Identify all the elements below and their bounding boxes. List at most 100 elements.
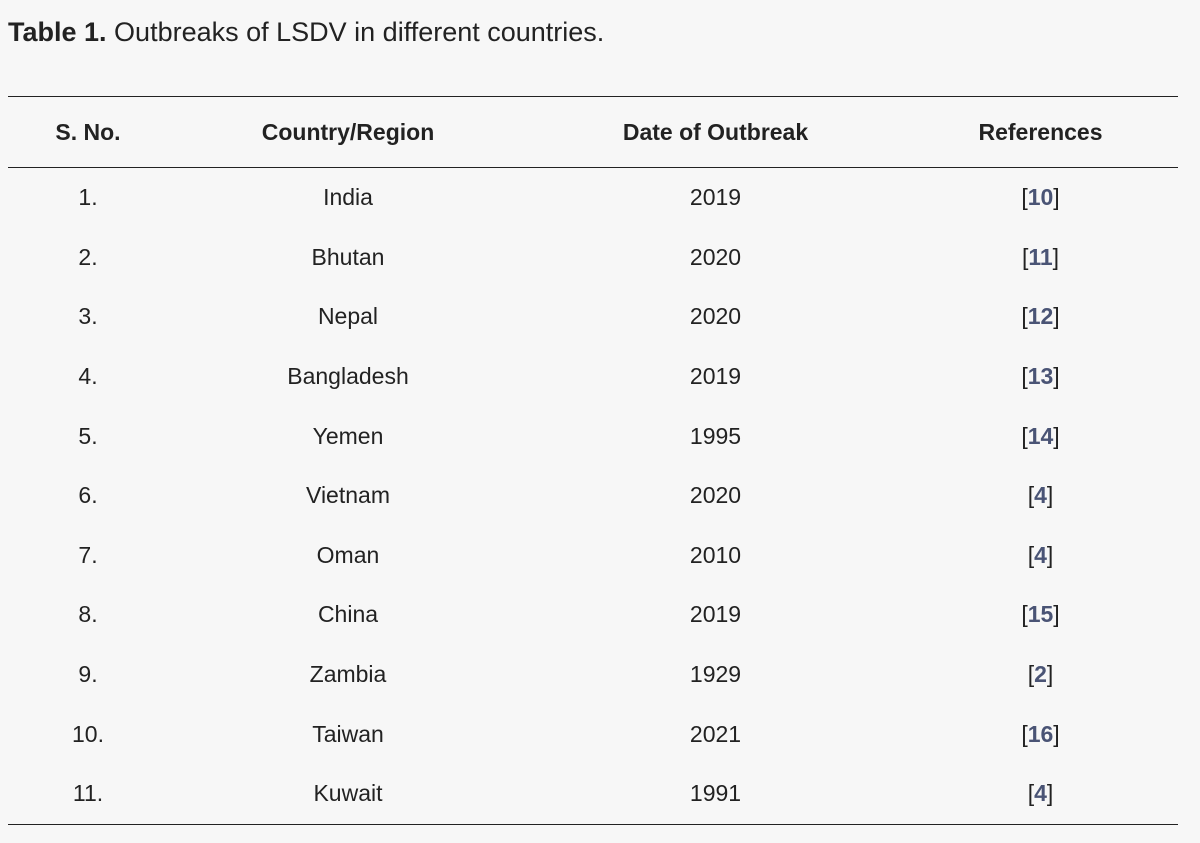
reference-close-bracket: ] bbox=[1052, 243, 1060, 270]
header-row: S. No. Country/Region Date of Outbreak R… bbox=[8, 96, 1178, 168]
reference-close-bracket: ] bbox=[1053, 363, 1060, 390]
table-caption: Table 1. Outbreaks of LSDV in different … bbox=[8, 14, 604, 50]
cell-date-of-outbreak: 1995 bbox=[689, 422, 742, 449]
table-caption-label: Table 1. bbox=[8, 17, 107, 47]
cell-date-of-outbreak: 1929 bbox=[689, 661, 742, 688]
table-row: 8. China 2019 [15] bbox=[8, 585, 1178, 645]
header-country-region: Country/Region bbox=[261, 118, 435, 145]
reference-link[interactable]: 13 bbox=[1027, 363, 1054, 390]
table-caption-text: Outbreaks of LSDV in different countries… bbox=[106, 17, 605, 47]
reference-close-bracket: ] bbox=[1053, 422, 1060, 449]
table-row: 1. India 2019 [10] bbox=[8, 168, 1178, 228]
cell-country-region: Kuwait bbox=[313, 780, 383, 807]
reference-open-bracket: [ bbox=[1021, 720, 1028, 747]
cell-serial-number: 1. bbox=[78, 184, 98, 211]
cell-references: [10] bbox=[903, 168, 1178, 228]
cell-serial-number: 10. bbox=[72, 720, 104, 747]
cell-date-of-outbreak: 2020 bbox=[689, 482, 742, 509]
cell-date-of-outbreak: 2020 bbox=[689, 243, 742, 270]
reference-close-bracket: ] bbox=[1053, 720, 1060, 747]
reference-link[interactable]: 10 bbox=[1027, 184, 1054, 211]
table-row: 10. Taiwan 2021 [16] bbox=[8, 704, 1178, 764]
cell-date-of-outbreak: 2019 bbox=[689, 363, 742, 390]
reference-close-bracket: ] bbox=[1046, 482, 1054, 509]
table-row: 9. Zambia 1929 [2] bbox=[8, 645, 1178, 705]
cell-serial-number: 11. bbox=[72, 780, 104, 807]
reference-link[interactable]: 4 bbox=[1034, 541, 1047, 568]
reference-open-bracket: [ bbox=[1021, 243, 1029, 270]
cell-references: [16] bbox=[903, 704, 1178, 764]
header-references: References bbox=[978, 118, 1103, 145]
cell-date-of-outbreak: 2020 bbox=[689, 303, 742, 330]
cell-serial-number: 9. bbox=[78, 661, 98, 688]
outbreaks-table-container: S. No. Country/Region Date of Outbreak R… bbox=[8, 96, 1178, 825]
reference-open-bracket: [ bbox=[1021, 601, 1028, 628]
table-header: S. No. Country/Region Date of Outbreak R… bbox=[8, 96, 1178, 168]
cell-date-of-outbreak: 2010 bbox=[689, 541, 742, 568]
cell-country-region: Bangladesh bbox=[287, 363, 409, 390]
reference-link[interactable]: 2 bbox=[1034, 661, 1047, 688]
reference-open-bracket: [ bbox=[1021, 422, 1028, 449]
cell-references: [11] bbox=[903, 228, 1178, 288]
cell-country-region: Vietnam bbox=[306, 482, 390, 509]
cell-date-of-outbreak: 2019 bbox=[689, 184, 742, 211]
header-serial-number: S. No. bbox=[55, 118, 121, 145]
cell-serial-number: 3. bbox=[78, 303, 98, 330]
reference-open-bracket: [ bbox=[1021, 184, 1028, 211]
outbreaks-table: S. No. Country/Region Date of Outbreak R… bbox=[8, 96, 1178, 825]
reference-open-bracket: [ bbox=[1021, 363, 1028, 390]
table-row: 11. Kuwait 1991 [4] bbox=[8, 764, 1178, 825]
reference-close-bracket: ] bbox=[1053, 601, 1060, 628]
reference-close-bracket: ] bbox=[1053, 184, 1060, 211]
reference-link[interactable]: 14 bbox=[1027, 422, 1054, 449]
cell-references: [12] bbox=[903, 287, 1178, 347]
reference-close-bracket: ] bbox=[1046, 780, 1054, 807]
header-date-of-outbreak: Date of Outbreak bbox=[622, 118, 809, 145]
reference-open-bracket: [ bbox=[1027, 482, 1035, 509]
cell-references: [13] bbox=[903, 347, 1178, 407]
table-row: 5. Yemen 1995 [14] bbox=[8, 406, 1178, 466]
cell-references: [2] bbox=[903, 645, 1178, 705]
cell-country-region: Taiwan bbox=[312, 720, 384, 747]
reference-open-bracket: [ bbox=[1027, 661, 1035, 688]
reference-link[interactable]: 15 bbox=[1027, 601, 1054, 628]
reference-close-bracket: ] bbox=[1046, 541, 1054, 568]
table-row: 7. Oman 2010 [4] bbox=[8, 526, 1178, 586]
reference-close-bracket: ] bbox=[1046, 661, 1054, 688]
cell-country-region: Zambia bbox=[309, 661, 387, 688]
cell-serial-number: 4. bbox=[78, 363, 98, 390]
cell-serial-number: 6. bbox=[78, 482, 98, 509]
cell-references: [4] bbox=[903, 764, 1178, 824]
reference-close-bracket: ] bbox=[1053, 303, 1060, 330]
cell-serial-number: 8. bbox=[78, 601, 98, 628]
table-row: 2. Bhutan 2020 [11] bbox=[8, 228, 1178, 288]
cell-date-of-outbreak: 2019 bbox=[689, 601, 742, 628]
reference-link[interactable]: 12 bbox=[1027, 303, 1054, 330]
cell-country-region: India bbox=[323, 184, 373, 211]
reference-link[interactable]: 11 bbox=[1028, 243, 1053, 270]
cell-date-of-outbreak: 1991 bbox=[689, 780, 742, 807]
cell-country-region: Yemen bbox=[312, 422, 384, 449]
reference-open-bracket: [ bbox=[1027, 780, 1035, 807]
reference-link[interactable]: 16 bbox=[1027, 720, 1054, 747]
cell-serial-number: 5. bbox=[78, 422, 98, 449]
cell-country-region: Bhutan bbox=[311, 243, 385, 270]
cell-references: [4] bbox=[903, 466, 1178, 526]
cell-country-region: China bbox=[317, 601, 379, 628]
table-row: 4. Bangladesh 2019 [13] bbox=[8, 347, 1178, 407]
table-row: 6. Vietnam 2020 [4] bbox=[8, 466, 1178, 526]
cell-serial-number: 2. bbox=[78, 243, 98, 270]
cell-references: [14] bbox=[903, 406, 1178, 466]
cell-date-of-outbreak: 2021 bbox=[689, 720, 742, 747]
reference-link[interactable]: 4 bbox=[1034, 780, 1047, 807]
table-body: 1. India 2019 [10] 2. Bhutan 2020 [11] 3. Nepal 20… bbox=[8, 168, 1178, 825]
cell-country-region: Nepal bbox=[317, 303, 379, 330]
cell-references: [4] bbox=[903, 526, 1178, 586]
reference-open-bracket: [ bbox=[1027, 541, 1035, 568]
reference-open-bracket: [ bbox=[1021, 303, 1028, 330]
cell-references: [15] bbox=[903, 585, 1178, 645]
cell-country-region: Oman bbox=[316, 541, 380, 568]
cell-serial-number: 7. bbox=[78, 541, 98, 568]
reference-link[interactable]: 4 bbox=[1034, 482, 1047, 509]
table-row: 3. Nepal 2020 [12] bbox=[8, 287, 1178, 347]
